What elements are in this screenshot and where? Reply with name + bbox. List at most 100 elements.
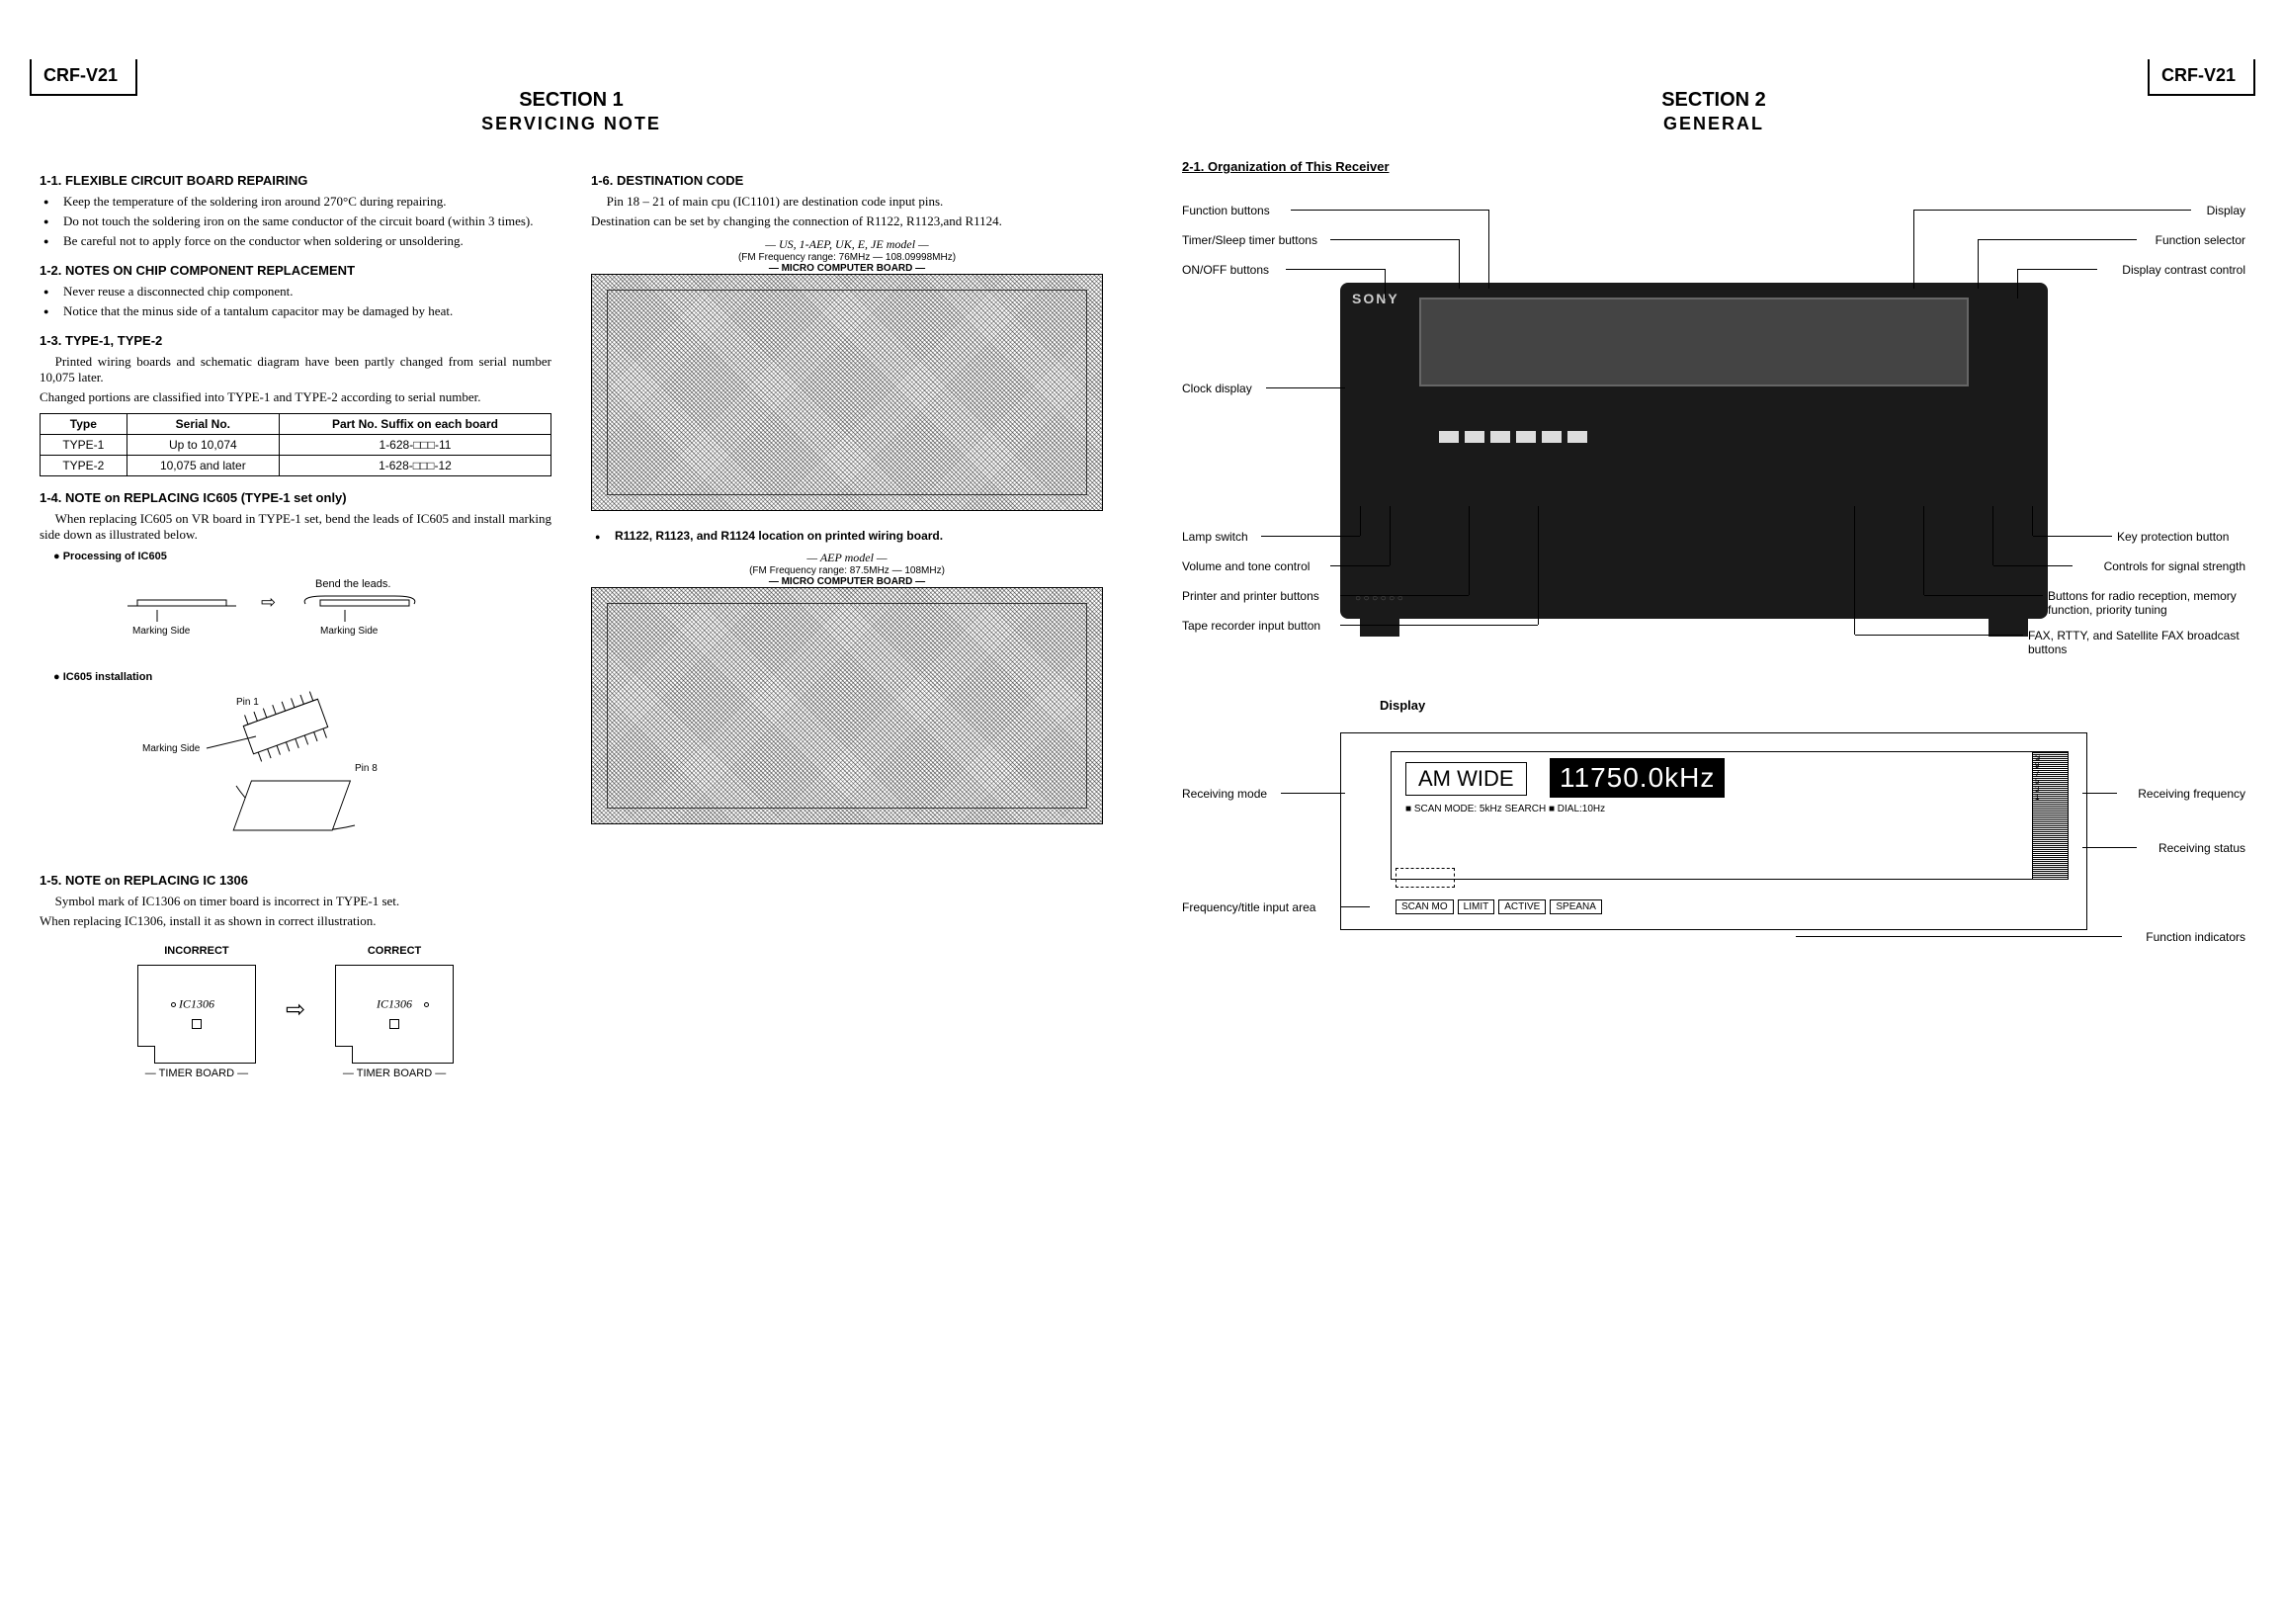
svg-text:Marking Side: Marking Side bbox=[142, 743, 201, 754]
p-13-1: Printed wiring boards and schematic diag… bbox=[40, 354, 551, 385]
receiver-body: SONY ○ ○ ○ ○ ○ ○ bbox=[1340, 283, 2048, 619]
b-16: R1122, R1123, and R1124 location on prin… bbox=[605, 529, 1103, 543]
box-limit: LIMIT bbox=[1458, 899, 1495, 914]
section2-sub: GENERAL bbox=[1182, 114, 2245, 134]
b-11-2: Do not touch the soldering iron on the s… bbox=[53, 214, 551, 229]
b-11-1: Keep the temperature of the soldering ir… bbox=[53, 194, 551, 210]
freq1-label: (FM Frequency range: 76MHz — 108.09998MH… bbox=[591, 252, 1103, 263]
p-13-2: Changed portions are classified into TYP… bbox=[40, 389, 551, 405]
right-column: 1-6. DESTINATION CODE Pin 18 – 21 of mai… bbox=[591, 159, 1103, 1089]
th-serial: Serial No. bbox=[127, 414, 279, 435]
timerboard-1: — TIMER BOARD — bbox=[137, 1068, 256, 1079]
left-page: SECTION 1 SERVICING NOTE 1-1. FLEXIBLE C… bbox=[40, 79, 1103, 1089]
ic605-diagram: ⇨ Bend the leads. Marking Side Marking S… bbox=[40, 572, 551, 721]
svg-text:Bend the leads.: Bend the leads. bbox=[315, 578, 390, 590]
lbl-radiobtns: Buttons for radio reception, memory func… bbox=[2048, 589, 2245, 617]
lbl-keyprot: Key protection button bbox=[2117, 530, 2245, 544]
lbl-tape: Tape recorder input button bbox=[1182, 619, 1320, 633]
ic1306-name-2: IC1306 bbox=[377, 997, 412, 1012]
pcb-diagram-1 bbox=[591, 274, 1103, 511]
th-part: Part No. Suffix on each board bbox=[279, 414, 550, 435]
lbl-rxmode: Receiving mode bbox=[1182, 787, 1267, 801]
lbl-rxstatus: Receiving status bbox=[2158, 841, 2245, 855]
svg-text:Pin 8: Pin 8 bbox=[355, 763, 378, 774]
left-column: 1-1. FLEXIBLE CIRCUIT BOARD REPAIRING Ke… bbox=[40, 159, 551, 1089]
input-area-box bbox=[1396, 868, 1455, 888]
am-wide-indicator: AM WIDE bbox=[1405, 762, 1527, 796]
lbl-clock: Clock display bbox=[1182, 382, 1252, 395]
svg-text:⇨: ⇨ bbox=[261, 592, 276, 612]
lbl-volume: Volume and tone control bbox=[1182, 559, 1310, 573]
section2-num: SECTION 2 bbox=[1182, 89, 2245, 112]
board-label-2: — MICRO COMPUTER BOARD — bbox=[591, 576, 1103, 587]
p-14: When replacing IC605 on VR board in TYPE… bbox=[40, 511, 551, 543]
td-t2p: 1-628-□□□-12 bbox=[279, 456, 550, 476]
b-12-2: Notice that the minus side of a tantalum… bbox=[53, 303, 551, 319]
model1-label: — US, 1-AEP, UK, E, JE model — bbox=[591, 237, 1103, 252]
lbl-fnind: Function indicators bbox=[2146, 930, 2245, 944]
section2-title: SECTION 2 GENERAL bbox=[1182, 89, 2245, 134]
section1-sub: SERVICING NOTE bbox=[40, 114, 1103, 134]
lbl-fnsel: Function selector bbox=[2156, 233, 2245, 247]
lbl-faxbtns: FAX, RTTY, and Satellite FAX broadcast b… bbox=[2028, 629, 2245, 656]
box-speana: SPEANA bbox=[1550, 899, 1602, 914]
b-11-3: Be careful not to apply force on the con… bbox=[53, 233, 551, 249]
box-active: ACTIVE bbox=[1498, 899, 1546, 914]
p-15-2: When replacing IC1306, install it as sho… bbox=[40, 913, 551, 929]
pcb-diagram-2 bbox=[591, 587, 1103, 824]
lbl-lamp: Lamp switch bbox=[1182, 530, 1248, 544]
model2-label: — AEP model — bbox=[591, 551, 1103, 565]
h-15: 1-5. NOTE on REPLACING IC 1306 bbox=[40, 873, 551, 888]
td-t1p: 1-628-□□□-11 bbox=[279, 435, 550, 456]
h-11: 1-1. FLEXIBLE CIRCUIT BOARD REPAIRING bbox=[40, 173, 551, 188]
h-21: 2-1. Organization of This Receiver bbox=[1182, 159, 2245, 174]
function-indicator-boxes: SCAN MO LIMIT ACTIVE SPEANA bbox=[1396, 899, 1602, 914]
h-16: 1-6. DESTINATION CODE bbox=[591, 173, 1103, 188]
td-t1s: Up to 10,074 bbox=[127, 435, 279, 456]
lbl-contrast: Display contrast control bbox=[2122, 263, 2245, 277]
box-scanmo: SCAN MO bbox=[1396, 899, 1454, 914]
receiver-screen bbox=[1419, 298, 1969, 386]
td-t2: TYPE-2 bbox=[41, 456, 127, 476]
receiver-buttons bbox=[1439, 431, 1587, 443]
timerboard-2: — TIMER BOARD — bbox=[335, 1068, 454, 1079]
arrow-icon: ⇨ bbox=[286, 995, 305, 1024]
h-13: 1-3. TYPE-1, TYPE-2 bbox=[40, 333, 551, 348]
board-label-1: — MICRO COMPUTER BOARD — bbox=[591, 263, 1103, 274]
model-label-left: CRF-V21 bbox=[30, 59, 137, 96]
p-15-1: Symbol mark of IC1306 on timer board is … bbox=[40, 894, 551, 909]
td-t2s: 10,075 and later bbox=[127, 456, 279, 476]
correct-label: CORRECT bbox=[335, 945, 454, 957]
receiver-diagram: SONY ○ ○ ○ ○ ○ ○ Function buttons Timer/… bbox=[1182, 184, 2245, 658]
section1-num: SECTION 1 bbox=[40, 89, 1103, 112]
display-diagram: S97531 AM WIDE 11750.0kHz ■ SCAN MODE: 5… bbox=[1340, 732, 2087, 930]
h-14: 1-4. NOTE on REPLACING IC605 (TYPE-1 set… bbox=[40, 490, 551, 505]
section1-title: SECTION 1 SERVICING NOTE bbox=[40, 89, 1103, 134]
svg-text:Marking Side: Marking Side bbox=[320, 626, 379, 637]
display-heading: Display bbox=[1380, 698, 2245, 713]
right-page: SECTION 2 GENERAL 2-1. Organization of T… bbox=[1182, 79, 2245, 1089]
p-16-1: Pin 18 – 21 of main cpu (IC1101) are des… bbox=[591, 194, 1103, 210]
h-12: 1-2. NOTES ON CHIP COMPONENT REPLACEMENT bbox=[40, 263, 551, 278]
lbl-timer: Timer/Sleep timer buttons bbox=[1182, 233, 1317, 247]
td-t1: TYPE-1 bbox=[41, 435, 127, 456]
th-type: Type bbox=[41, 414, 127, 435]
model-label-right: CRF-V21 bbox=[2148, 59, 2255, 96]
lbl-onoff: ON/OFF buttons bbox=[1182, 263, 1269, 277]
lbl-printer: Printer and printer buttons bbox=[1182, 589, 1319, 603]
b-12-1: Never reuse a disconnected chip componen… bbox=[53, 284, 551, 299]
ic1306-name-1: IC1306 bbox=[179, 997, 214, 1012]
freq2-label: (FM Frequency range: 87.5MHz — 108MHz) bbox=[591, 565, 1103, 576]
type-table: Type Serial No. Part No. Suffix on each … bbox=[40, 413, 551, 476]
scan-mode-line: ■ SCAN MODE: 5kHz SEARCH ■ DIAL:10Hz bbox=[1405, 804, 1605, 814]
ic1306-diagram: INCORRECT IC1306 — TIMER BOARD — ⇨ CORRE… bbox=[40, 939, 551, 1079]
lbl-fnbtns: Function buttons bbox=[1182, 204, 1270, 217]
lbl-display: Display bbox=[2207, 204, 2245, 217]
lbl-sigstr: Controls for signal strength bbox=[2104, 559, 2245, 573]
lbl-freqtitle: Frequency/title input area bbox=[1182, 900, 1315, 914]
frequency-readout: 11750.0kHz bbox=[1550, 758, 1725, 798]
signal-bar: S97531 bbox=[2032, 752, 2068, 879]
lbl-rxfreq: Receiving frequency bbox=[2138, 787, 2245, 801]
p-16-2: Destination can be set by changing the c… bbox=[591, 214, 1103, 229]
svg-text:Marking Side: Marking Side bbox=[132, 626, 191, 637]
